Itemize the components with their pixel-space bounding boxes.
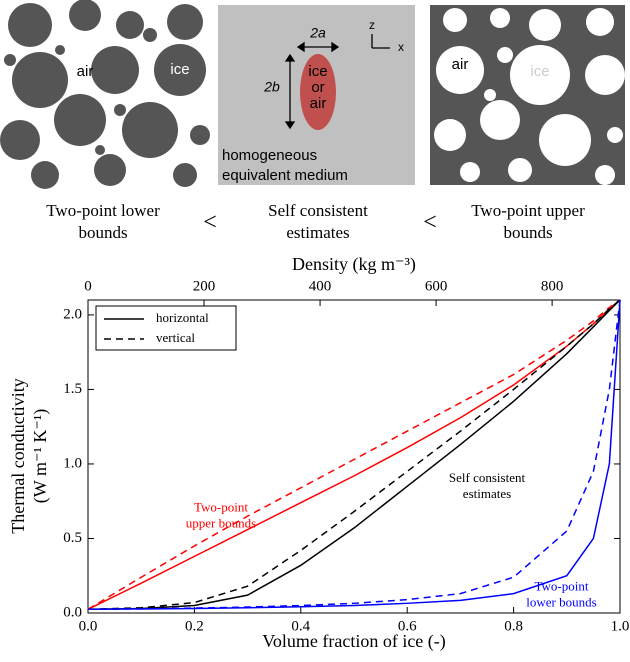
x-tick-label: 1.0 [611,618,630,634]
caption: bounds [503,223,552,242]
caption: bounds [78,223,127,242]
inclusion-label: air [310,95,327,112]
annotation: lower bounds [526,595,596,610]
y-tick-label: 0.5 [63,530,82,546]
x-tick-label: 0.0 [79,618,98,634]
ice-label: ice [170,61,189,78]
axis-label: z [369,18,375,32]
air-label: air [77,63,94,80]
y-tick-label: 1.0 [63,455,82,471]
caption: Two-point lower [46,201,160,220]
y-axis-title: Thermal conductivity [8,378,28,533]
x2-tick-label: 200 [193,278,216,294]
x2-axis-title: Density (kg m⁻³) [292,254,416,275]
medium-label: equivalent medium [222,167,348,184]
legend-label: horizontal [156,310,209,325]
x2-tick-label: 0 [84,278,92,294]
x-tick-label: 0.4 [291,618,310,634]
inclusion-label: ice [308,63,327,80]
y-tick-label: 2.0 [63,306,82,322]
x-axis-title: Volume fraction of ice (-) [262,631,446,652]
y-tick-label: 0.0 [63,604,82,620]
caption: Two-point upper [471,201,585,220]
annotation: Self consistent [449,470,526,485]
inclusion-label: or [311,79,324,96]
x-tick-label: 0.6 [398,618,417,634]
annotation: Two-point [534,579,588,594]
legend-label: vertical [156,330,195,345]
medium-label: homogeneous [222,147,317,164]
caption: Self consistent [268,201,368,220]
annotation: estimates [463,486,511,501]
page: air ice 2a 2b ice or air homogeneous equ… [0,0,630,662]
x2-tick-label: 600 [425,278,448,294]
x2-tick-label: 400 [309,278,332,294]
y-tick-label: 1.5 [63,381,82,397]
caption: estimates [286,223,349,242]
figure: air ice 2a 2b ice or air homogeneous equ… [0,0,630,662]
x-tick-label: 0.8 [504,618,523,634]
height-label: 2b [263,79,280,95]
less-than: < [203,210,217,236]
ice-label: ice [530,63,549,80]
less-than: < [423,210,437,236]
x-tick-label: 0.2 [185,618,204,634]
annotation: upper bounds [186,516,256,531]
annotation: Two-point [194,500,248,515]
left-panel [0,0,210,189]
width-label: 2a [309,25,326,41]
axis-label: x [398,40,404,54]
x2-tick-label: 800 [541,278,564,294]
y-axis-title: (W m⁻¹ K⁻¹) [30,409,51,503]
air-label: air [452,56,469,73]
